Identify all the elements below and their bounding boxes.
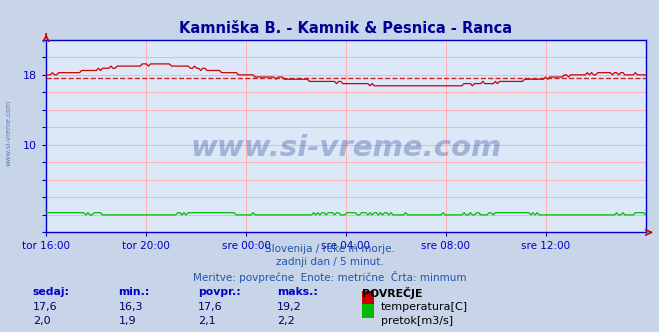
Text: 17,6: 17,6 [198,302,222,312]
Text: sedaj:: sedaj: [33,287,70,297]
Text: 1,9: 1,9 [119,316,136,326]
Text: POVREČJE: POVREČJE [362,287,423,299]
Text: Meritve: povprečne  Enote: metrične  Črta: minmum: Meritve: povprečne Enote: metrične Črta:… [192,271,467,283]
Text: temperatura[C]: temperatura[C] [381,302,468,312]
Text: povpr.:: povpr.: [198,287,241,297]
Text: 2,2: 2,2 [277,316,295,326]
Text: 2,1: 2,1 [198,316,215,326]
Text: 17,6: 17,6 [33,302,57,312]
Title: Kamniška B. - Kamnik & Pesnica - Ranca: Kamniška B. - Kamnik & Pesnica - Ranca [179,21,513,36]
Text: 2,0: 2,0 [33,316,51,326]
Text: www.si-vreme.com: www.si-vreme.com [5,100,11,166]
Text: www.si-vreme.com: www.si-vreme.com [190,134,501,162]
Text: zadnji dan / 5 minut.: zadnji dan / 5 minut. [275,257,384,267]
Text: maks.:: maks.: [277,287,318,297]
Text: Slovenija / reke in morje.: Slovenija / reke in morje. [264,244,395,254]
Text: 19,2: 19,2 [277,302,302,312]
Text: min.:: min.: [119,287,150,297]
Text: pretok[m3/s]: pretok[m3/s] [381,316,453,326]
Text: 16,3: 16,3 [119,302,143,312]
